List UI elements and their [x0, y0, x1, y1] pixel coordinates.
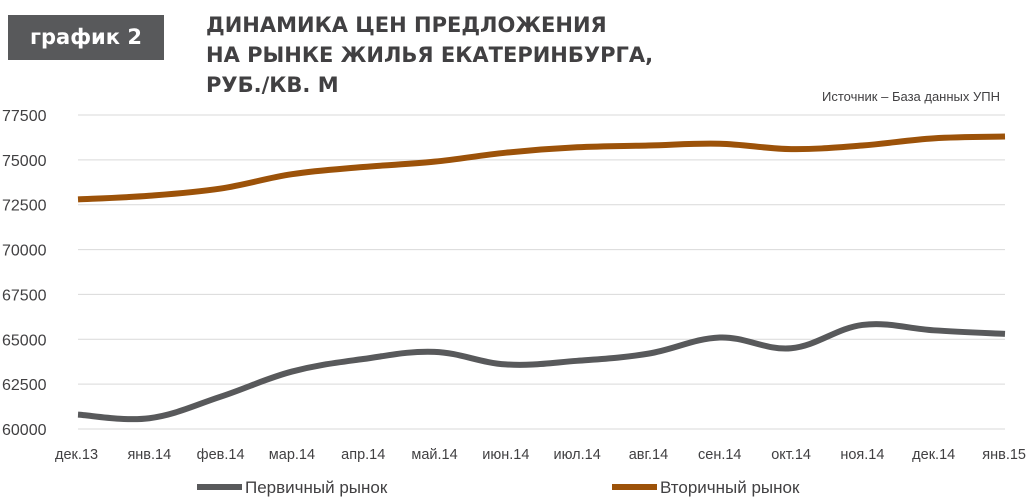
source-note: Источник – База данных УПН	[822, 89, 1000, 104]
x-tick-label: дек.14	[912, 447, 955, 463]
y-tick-label: 62500	[2, 377, 47, 394]
x-tick-label: дек.13	[55, 447, 98, 463]
x-tick-label: янв.14	[127, 447, 171, 463]
chart-number-badge: график 2	[8, 15, 164, 60]
series-line-secondary-market	[77, 133, 1006, 203]
chart-title-line-1: ДИНАМИКА ЦЕН ПРЕДЛОЖЕНИЯ	[206, 13, 607, 37]
x-tick-label: мар.14	[269, 447, 315, 463]
y-axis-ticks: 60000 62500 65000 67500 70000 72500 75000 77500	[2, 108, 47, 439]
x-tick-label: июл.14	[554, 447, 601, 463]
x-tick-label: июн.14	[482, 447, 529, 463]
x-tick-label: ноя.14	[840, 447, 884, 463]
y-tick-label: 65000	[2, 332, 47, 349]
chart-title-line-3: РУБ./КВ. М	[206, 73, 339, 97]
legend: Первичный рынок Вторичный рынок	[197, 478, 800, 497]
legend-label: Первичный рынок	[245, 478, 388, 497]
chart-title: ДИНАМИКА ЦЕН ПРЕДЛОЖЕНИЯ НА РЫНКЕ ЖИЛЬЯ …	[206, 10, 653, 100]
x-axis-ticks: дек.13 янв.14 фев.14 мар.14 апр.14 май.14 июн.…	[55, 447, 1026, 463]
chart-title-line-2: НА РЫНКЕ ЖИЛЬЯ ЕКАТЕРИНБУРГА,	[206, 43, 654, 67]
x-tick-label: апр.14	[341, 447, 385, 463]
y-tick-label: 70000	[2, 243, 47, 260]
legend-label: Вторичный рынок	[660, 478, 800, 497]
x-tick-label: янв.15	[982, 447, 1026, 463]
grid-lines	[78, 114, 1005, 430]
x-tick-label: сен.14	[698, 447, 741, 463]
series-line-primary-market	[77, 321, 1006, 423]
y-tick-label: 75000	[2, 153, 47, 170]
x-tick-label: фев.14	[197, 447, 245, 463]
x-tick-label: авг.14	[629, 447, 668, 463]
y-tick-label: 72500	[2, 198, 47, 215]
y-tick-label: 60000	[2, 422, 47, 439]
x-tick-label: окт.14	[771, 447, 811, 463]
y-tick-label: 77500	[2, 108, 47, 125]
x-tick-label: май.14	[411, 447, 457, 463]
series-lines	[77, 133, 1006, 423]
y-tick-label: 67500	[2, 287, 47, 304]
